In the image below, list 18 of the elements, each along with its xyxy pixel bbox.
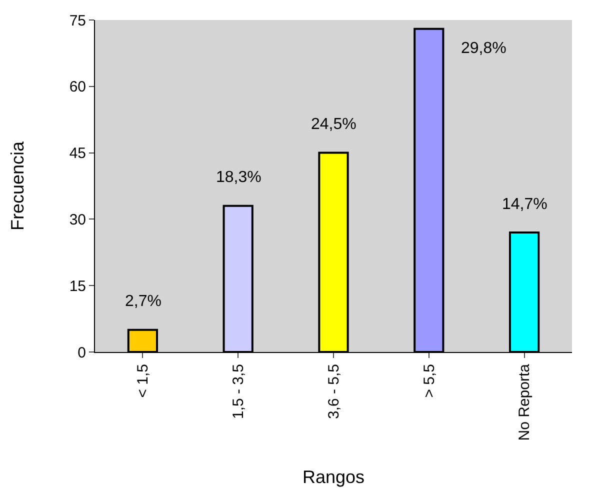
x-tick-label: No Reporta: [516, 363, 534, 441]
x-tick-label: 3,6 - 5,5: [325, 364, 342, 420]
x-tick-label: > 5,5: [420, 364, 438, 398]
y-axis-title: Frecuencia: [8, 140, 28, 231]
x-tick-label: < 1,5: [134, 364, 152, 398]
y-tick-label: 75: [69, 12, 86, 30]
x-axis-title: Rangos: [302, 466, 365, 487]
y-tick-label: 60: [69, 78, 86, 96]
annotation: 2,7%: [125, 293, 162, 310]
y-tick-label: 0: [78, 344, 86, 362]
annotation: 29,8%: [461, 40, 506, 57]
annotation: 14,7%: [502, 196, 548, 213]
y-tick-label: 45: [69, 145, 86, 162]
annotation: 18,3%: [216, 169, 262, 186]
y-tick-label: 30: [69, 211, 86, 228]
annotation: 24,5%: [311, 116, 356, 133]
x-tick-label: 1,5 - 3,5: [230, 364, 247, 420]
y-tick-label: 15: [69, 278, 86, 295]
